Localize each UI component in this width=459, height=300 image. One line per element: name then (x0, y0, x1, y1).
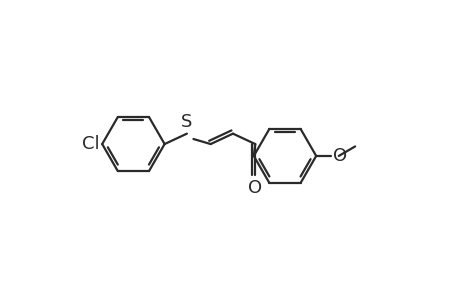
Text: Cl: Cl (81, 135, 99, 153)
Text: S: S (181, 113, 192, 131)
Text: O: O (332, 147, 346, 165)
Text: O: O (248, 179, 262, 197)
